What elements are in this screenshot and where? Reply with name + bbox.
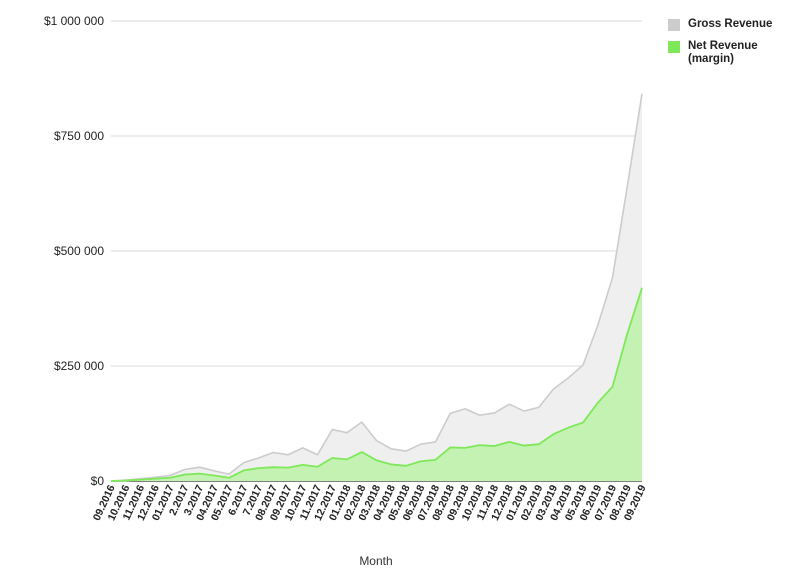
y-axis-ticks: $0 $250 000 $500 000 $750 000 $1 000 000 [44, 14, 104, 488]
series-areas [111, 93, 642, 482]
series-area-gross-revenue [111, 93, 642, 482]
legend-swatch-net [668, 41, 680, 53]
y-tick-label: $500 000 [54, 244, 104, 258]
legend-label-gross: Gross Revenue [688, 18, 773, 30]
legend-swatch-gross [668, 19, 680, 31]
legend: Gross Revenue Net Revenue (margin) [668, 18, 778, 75]
y-tick-label: $250 000 [54, 359, 104, 373]
y-tick-label: $1 000 000 [44, 14, 104, 28]
series-lines [110, 93, 643, 482]
series-line-gross-revenue [110, 93, 643, 482]
legend-item-gross-revenue: Gross Revenue [668, 18, 778, 31]
legend-label-net: Net Revenue (margin) [688, 40, 758, 65]
series-line-net-revenue [110, 287, 643, 482]
y-tick-label: $0 [91, 474, 105, 488]
y-tick-label: $750 000 [54, 129, 104, 143]
series-area-net-revenue [111, 287, 642, 481]
legend-item-net-revenue: Net Revenue (margin) [668, 40, 778, 66]
x-axis-ticks: 09.201610.201611.201612.201601.20172.201… [91, 483, 649, 523]
x-axis-title: Month [359, 554, 392, 568]
